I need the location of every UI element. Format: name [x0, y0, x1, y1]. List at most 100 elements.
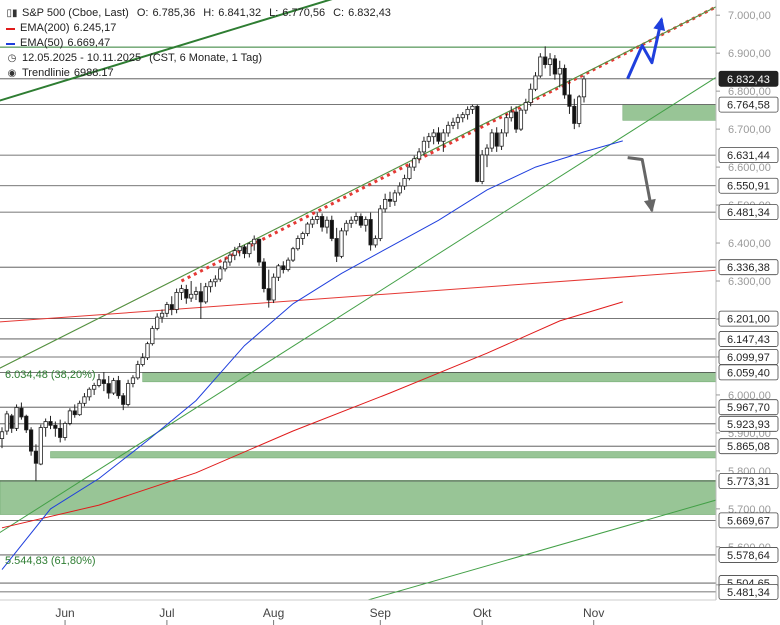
y-tick-label: 6.700,00	[728, 124, 771, 136]
candle-body	[523, 102, 528, 111]
candle	[412, 155, 417, 171]
candle	[213, 275, 218, 287]
candle-body	[242, 246, 247, 255]
candle	[0, 427, 5, 449]
candle-body	[96, 379, 102, 386]
candle-body	[581, 78, 587, 98]
candle-body	[387, 198, 393, 202]
candle	[358, 213, 364, 228]
candle-body	[547, 58, 553, 65]
legend-trend-row: ◉ Trendlinie 6988.17	[6, 66, 391, 81]
fibonacci-labels: 6.034,48 (38,20%) 5.544,83 (61,80%)	[5, 369, 96, 567]
candle-body	[0, 431, 5, 440]
candle-body	[213, 278, 218, 283]
candle	[557, 60, 562, 88]
candle	[72, 404, 77, 418]
level-value-box	[718, 96, 779, 113]
candle-body	[72, 410, 77, 416]
level-value-label: 5.923,93	[727, 419, 770, 431]
close-value: 6.832,43	[348, 7, 391, 19]
candle	[470, 104, 475, 114]
candle-body	[363, 219, 368, 226]
candle	[436, 127, 441, 145]
candle-body	[28, 429, 34, 452]
candle-body	[179, 288, 184, 293]
projection-arrows	[626, 17, 666, 213]
candle	[261, 258, 267, 293]
candle-body	[538, 56, 543, 77]
candle	[310, 216, 315, 228]
ema-lines	[1, 140, 623, 570]
candle	[222, 258, 228, 272]
x-tick-label: Jul	[159, 606, 174, 620]
level-value-label: 6.336,38	[727, 262, 770, 274]
candle	[494, 127, 499, 152]
candle-body	[276, 265, 281, 278]
open-value: 6.785,36	[152, 7, 196, 19]
ema200-value: 6.245,17	[73, 22, 117, 34]
candle-body	[441, 132, 446, 142]
candle-body	[494, 132, 499, 147]
candle	[252, 235, 257, 251]
candle-body	[300, 233, 305, 239]
candle	[581, 75, 587, 103]
y-tick-label: 6.000,00	[728, 390, 771, 402]
candle-body	[266, 288, 271, 301]
candle-body	[290, 248, 296, 261]
candle-body	[421, 140, 427, 153]
candle	[121, 393, 126, 411]
candle	[392, 189, 397, 206]
candle-body	[373, 238, 378, 246]
candle-body	[189, 293, 194, 299]
candle	[416, 148, 422, 164]
candle-body	[450, 121, 456, 126]
candle-body	[193, 291, 199, 295]
candlestick-icon: ▯▮	[6, 8, 18, 19]
candle-body	[286, 259, 291, 271]
level-value-box	[718, 583, 779, 600]
candle-body	[514, 111, 519, 130]
green-long-support	[366, 499, 716, 600]
candle-body	[504, 117, 509, 134]
candle-body	[252, 238, 257, 245]
candle-body	[339, 230, 344, 257]
candle-body	[121, 395, 126, 405]
candle	[33, 444, 39, 482]
horizontal-levels	[0, 46, 716, 593]
candle-body	[431, 132, 436, 138]
candle	[339, 227, 344, 259]
candle	[276, 263, 281, 282]
level-value-box	[718, 310, 779, 327]
candle-body	[222, 261, 228, 270]
candle	[155, 313, 160, 331]
candle-body	[358, 216, 364, 226]
candle	[319, 213, 325, 232]
candle	[189, 281, 194, 302]
candle	[538, 53, 543, 78]
candle	[523, 98, 528, 114]
candle-body	[227, 254, 233, 263]
candle-body	[130, 377, 136, 384]
candle	[363, 216, 368, 232]
candle	[116, 375, 121, 399]
candle	[480, 150, 485, 185]
x-tick-label: Aug	[263, 606, 284, 620]
candle	[140, 353, 145, 367]
candle-body	[552, 58, 558, 75]
candle	[402, 174, 407, 190]
level-value-box	[718, 547, 779, 563]
candle-body	[101, 379, 106, 384]
level-value-box	[718, 364, 779, 381]
level-value-box	[718, 259, 779, 276]
level-value-box	[718, 147, 779, 164]
candle	[67, 408, 72, 426]
candle-body	[4, 413, 9, 432]
candle-body	[77, 402, 82, 416]
level-value-box	[718, 415, 779, 432]
level-value-box	[718, 438, 779, 455]
green-channel-lower	[0, 76, 716, 534]
candle-body	[368, 219, 373, 246]
y-tick-label: 6.600,00	[728, 162, 771, 174]
candle	[169, 296, 174, 316]
